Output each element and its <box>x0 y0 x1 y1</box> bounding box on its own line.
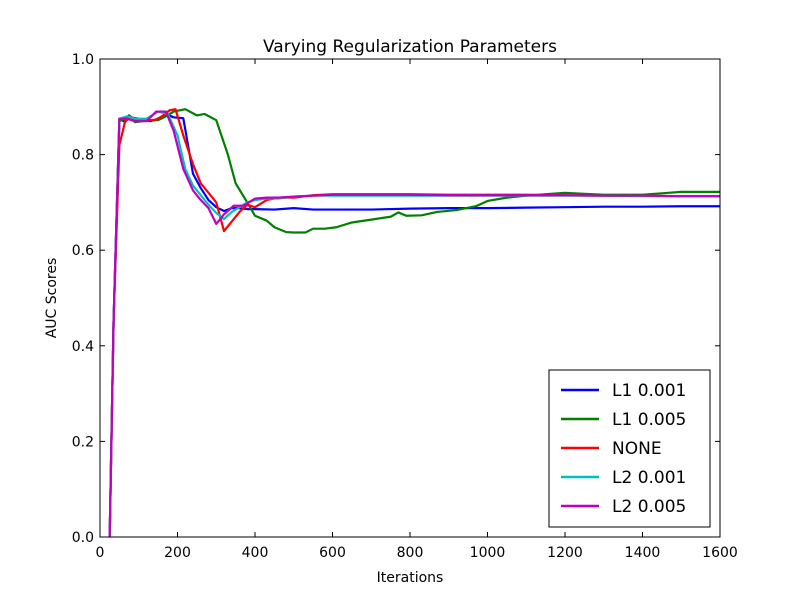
y-tick-label: 0.4 <box>72 339 94 355</box>
x-axis-ticks: 0 200 400 600 800 1000 1200 1400 1600 <box>96 59 738 561</box>
y-tick-label: 0.8 <box>72 148 94 164</box>
legend-label: L2 0.005 <box>612 497 686 517</box>
chart-title: Varying Regularization Parameters <box>263 37 557 57</box>
x-tick-label: 400 <box>242 545 269 561</box>
y-axis-ticks: 0.0 0.2 0.4 0.6 0.8 1.0 <box>72 52 720 546</box>
x-tick-label: 1200 <box>547 545 583 561</box>
x-tick-label: 1400 <box>625 545 661 561</box>
y-tick-label: 0.0 <box>72 530 94 546</box>
plot-lines <box>108 108 720 538</box>
legend-label: NONE <box>612 439 662 459</box>
y-tick-label: 1.0 <box>72 52 94 68</box>
series-line-4 <box>108 110 720 538</box>
series-line-1 <box>108 108 720 538</box>
x-tick-label: 600 <box>319 545 346 561</box>
y-axis-label: AUC Scores <box>44 258 60 339</box>
y-tick-label: 0.6 <box>72 243 94 259</box>
x-axis-label: Iterations <box>377 570 444 586</box>
legend: L1 0.001 L1 0.005 NONE L2 0.001 L2 0.005 <box>548 369 711 528</box>
x-tick-label: 200 <box>164 545 191 561</box>
x-tick-label: 0 <box>96 545 105 561</box>
x-tick-label: 1000 <box>470 545 506 561</box>
x-tick-label: 1600 <box>702 545 738 561</box>
legend-label: L1 0.005 <box>612 410 686 430</box>
y-tick-label: 0.2 <box>72 434 94 450</box>
x-tick-label: 800 <box>397 545 424 561</box>
legend-label: L2 0.001 <box>612 468 686 488</box>
legend-label: L1 0.001 <box>612 381 686 401</box>
